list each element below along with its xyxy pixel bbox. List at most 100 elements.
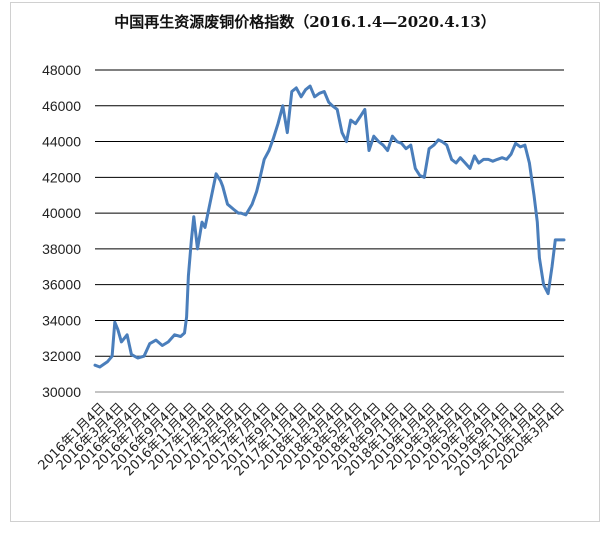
- data-point: [136, 357, 139, 359]
- data-point: [501, 156, 503, 159]
- data-point: [349, 119, 352, 121]
- data-point: [272, 137, 275, 139]
- data-point: [208, 203, 211, 205]
- data-point: [563, 239, 565, 241]
- y-tick-label: 40000: [42, 205, 81, 221]
- data-point: [459, 156, 462, 159]
- data-point: [450, 158, 453, 161]
- data-point: [251, 203, 253, 205]
- data-point: [286, 131, 289, 134]
- data-point: [99, 366, 101, 368]
- data-point: [215, 172, 217, 175]
- data-point: [277, 122, 279, 125]
- data-point: [300, 96, 302, 98]
- data-point: [143, 355, 145, 358]
- data-point: [477, 162, 480, 164]
- data-point: [290, 90, 293, 93]
- data-point: [382, 144, 384, 146]
- data-point: [148, 342, 151, 345]
- data-point: [167, 341, 170, 343]
- data-point: [364, 108, 366, 111]
- data-point: [441, 140, 443, 143]
- x-axis-ticks: 2016年1月4日2016年3月4日2016年5月4日2016年7月4日2016…: [36, 400, 568, 479]
- data-point: [414, 167, 417, 170]
- y-tick-label: 38000: [42, 241, 81, 257]
- data-point: [496, 158, 499, 161]
- data-point: [423, 176, 426, 179]
- data-point: [491, 160, 494, 163]
- data-point: [469, 167, 471, 170]
- data-point: [219, 180, 222, 182]
- data-point: [514, 142, 517, 145]
- data-point: [373, 135, 375, 137]
- data-point: [130, 353, 133, 356]
- data-point: [446, 144, 448, 146]
- data-point: [556, 239, 559, 241]
- data-point: [126, 333, 128, 336]
- data-point: [173, 333, 176, 336]
- data-point: [559, 239, 562, 241]
- data-point: [106, 360, 109, 363]
- data-point: [542, 283, 545, 286]
- data-point: [400, 142, 403, 145]
- y-axis-ticks: 30000 32000 34000 36000 38000 40000 42000 44000…: [42, 62, 81, 400]
- data-point: [554, 239, 557, 241]
- data-point: [433, 144, 435, 146]
- data-point: [268, 149, 270, 152]
- data-point: [237, 212, 240, 214]
- data-point: [536, 221, 539, 223]
- data-point: [120, 341, 123, 343]
- data-point: [161, 344, 164, 347]
- data-point: [94, 364, 96, 366]
- data-point: [204, 226, 206, 229]
- data-point: [318, 92, 321, 95]
- data-point: [304, 88, 307, 91]
- data-point: [309, 85, 311, 87]
- data-point: [185, 316, 188, 318]
- data-point: [473, 155, 476, 157]
- data-point: [201, 221, 203, 223]
- data-point: [226, 203, 229, 205]
- data-point: [327, 101, 330, 103]
- data-point: [551, 265, 553, 268]
- data-point: [295, 87, 298, 89]
- data-point: [533, 194, 535, 197]
- data-point: [183, 332, 186, 334]
- data-point: [377, 140, 380, 143]
- data-point: [386, 149, 389, 152]
- data-point: [258, 180, 261, 182]
- data-point: [405, 147, 407, 150]
- data-point: [245, 214, 247, 216]
- chart-title: 中国再生资源废铜价格指数（2016.1.4—2020.4.13）: [114, 13, 496, 31]
- y-tick-label: 48000: [42, 62, 81, 78]
- data-point: [114, 321, 116, 324]
- data-point: [196, 248, 199, 250]
- data-point: [281, 104, 284, 107]
- data-point: [528, 162, 531, 164]
- data-point: [391, 135, 394, 137]
- series-group: [93, 84, 566, 369]
- data-point: [117, 328, 119, 331]
- data-point: [233, 208, 235, 211]
- y-tick-label: 36000: [42, 277, 81, 293]
- data-point: [359, 115, 362, 118]
- data-point: [487, 158, 490, 161]
- data-point: [437, 138, 440, 141]
- data-point: [519, 146, 522, 148]
- data-point: [505, 158, 508, 161]
- data-point: [354, 122, 357, 125]
- data-point: [187, 274, 190, 277]
- data-point: [263, 158, 265, 161]
- data-point: [547, 292, 549, 295]
- data-point: [221, 185, 224, 188]
- data-point: [455, 162, 457, 164]
- y-tick-label: 30000: [42, 384, 81, 400]
- data-point: [345, 140, 348, 143]
- data-point: [341, 131, 343, 134]
- data-point: [482, 158, 485, 161]
- data-point: [538, 257, 541, 259]
- data-point: [255, 190, 258, 193]
- data-point: [510, 153, 512, 155]
- data-point: [464, 162, 466, 164]
- data-point: [155, 339, 157, 341]
